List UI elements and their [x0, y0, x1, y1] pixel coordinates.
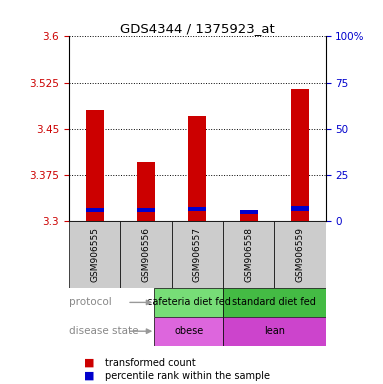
Bar	[137, 162, 155, 221]
Bar	[172, 221, 223, 288]
Text: ■: ■	[84, 358, 95, 368]
Text: disease state: disease state	[69, 326, 138, 336]
Bar	[120, 221, 172, 288]
Text: GSM906555: GSM906555	[90, 227, 99, 282]
Text: standard diet fed: standard diet fed	[232, 297, 316, 308]
Bar	[69, 221, 120, 288]
Text: lean: lean	[264, 326, 285, 336]
Bar	[223, 221, 274, 288]
Text: GSM906556: GSM906556	[141, 227, 151, 282]
Text: protocol: protocol	[69, 297, 112, 308]
Text: ■: ■	[84, 371, 95, 381]
Text: GSM906558: GSM906558	[244, 227, 253, 282]
Text: cafeteria diet fed: cafeteria diet fed	[147, 297, 231, 308]
Title: GDS4344 / 1375923_at: GDS4344 / 1375923_at	[120, 22, 275, 35]
Bar	[274, 221, 326, 288]
Bar	[240, 210, 257, 214]
Text: GSM906557: GSM906557	[193, 227, 202, 282]
Bar	[86, 208, 103, 212]
Bar	[137, 209, 155, 212]
Bar	[188, 116, 206, 221]
Bar	[154, 317, 223, 346]
Bar	[223, 317, 326, 346]
Text: obese: obese	[174, 326, 203, 336]
Bar	[240, 212, 257, 221]
Bar	[154, 288, 223, 317]
Bar	[291, 207, 309, 210]
Text: percentile rank within the sample: percentile rank within the sample	[105, 371, 270, 381]
Bar	[86, 110, 103, 221]
Text: GSM906559: GSM906559	[295, 227, 304, 282]
Text: transformed count: transformed count	[105, 358, 196, 368]
Bar	[291, 89, 309, 221]
Bar	[188, 207, 206, 211]
Bar	[223, 288, 326, 317]
